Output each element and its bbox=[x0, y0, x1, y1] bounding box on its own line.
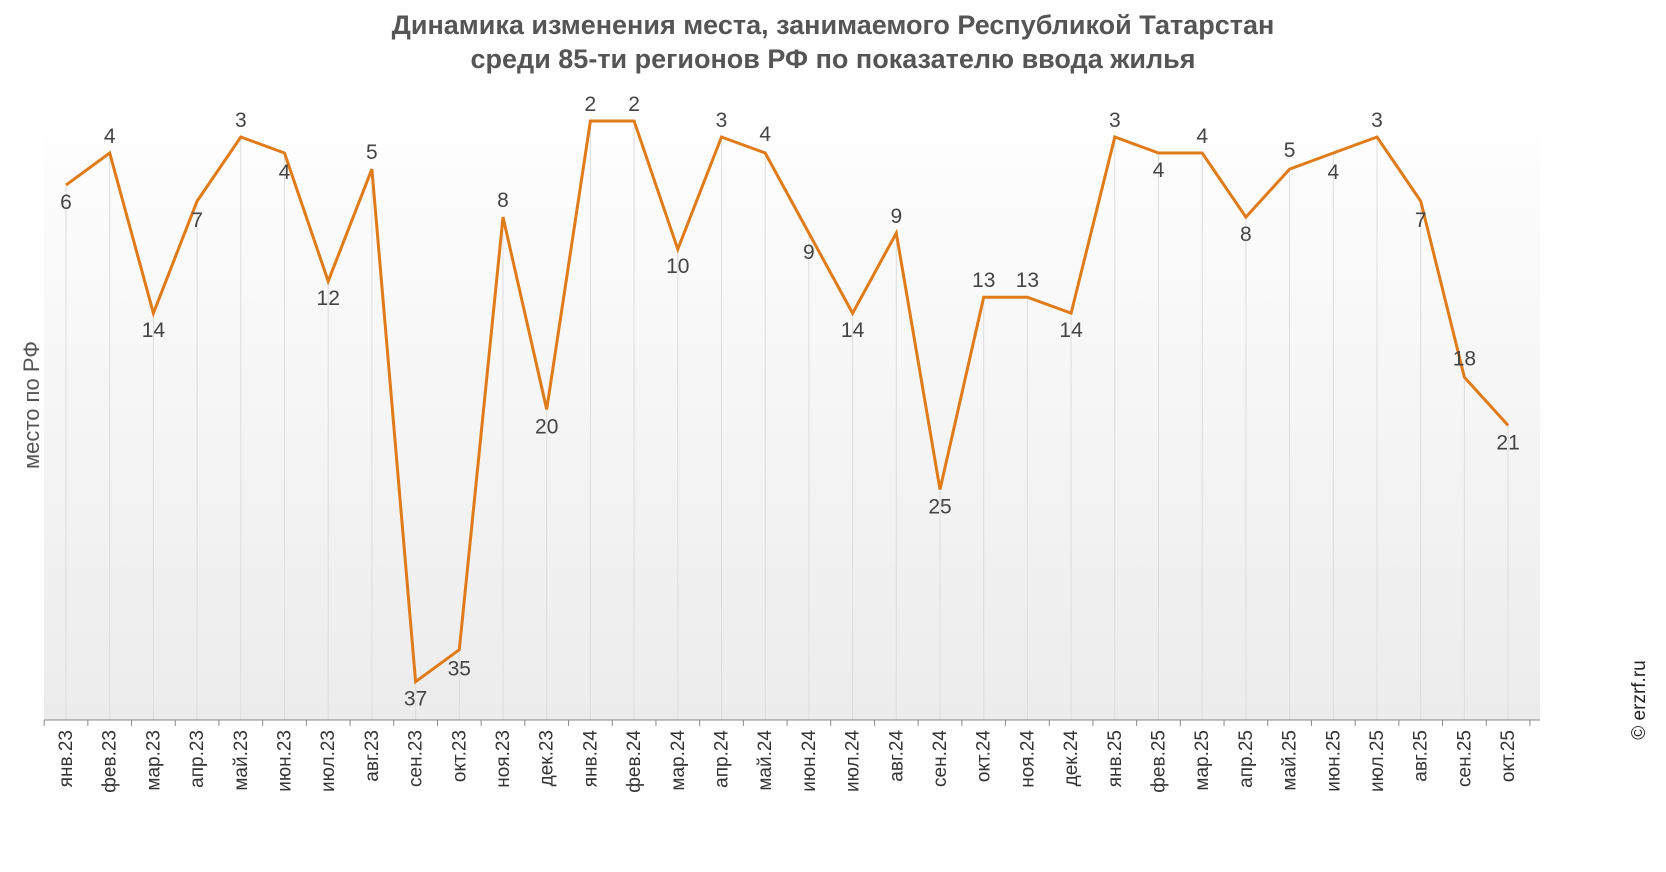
x-tick-label: окт.23 bbox=[449, 730, 470, 782]
x-tick-label: дек.24 bbox=[1061, 730, 1082, 787]
data-label: 6 bbox=[60, 191, 72, 214]
data-label: 25 bbox=[928, 495, 951, 518]
x-tick-label: сен.24 bbox=[930, 730, 951, 787]
x-tick-label: май.25 bbox=[1280, 730, 1301, 791]
data-label: 37 bbox=[404, 688, 427, 711]
data-label: 4 bbox=[759, 123, 771, 146]
data-label: 4 bbox=[1196, 125, 1208, 148]
data-label: 10 bbox=[666, 255, 689, 278]
data-label: 13 bbox=[972, 269, 995, 292]
x-tick-label: мар.24 bbox=[668, 730, 689, 791]
x-tick-label: мар.23 bbox=[143, 730, 164, 791]
data-label: 4 bbox=[1153, 159, 1165, 182]
x-tick-label: фев.24 bbox=[624, 730, 645, 793]
data-label: 2 bbox=[628, 93, 640, 116]
x-tick-label: апр.24 bbox=[712, 730, 733, 788]
series-line bbox=[65, 119, 1510, 685]
data-label: 4 bbox=[279, 161, 291, 184]
data-label: 8 bbox=[1240, 223, 1252, 246]
data-label: 4 bbox=[104, 125, 116, 148]
x-tick-label: ноя.24 bbox=[1017, 730, 1038, 788]
x-tick-label: авг.24 bbox=[886, 730, 907, 782]
x-tick-label: июн.24 bbox=[799, 730, 820, 792]
data-label: 14 bbox=[841, 319, 865, 342]
x-tick-label: июн.23 bbox=[275, 730, 296, 792]
x-tick-label: фев.23 bbox=[100, 730, 121, 793]
data-label: 12 bbox=[317, 287, 340, 310]
data-label: 18 bbox=[1453, 347, 1476, 370]
x-tick-label: сен.23 bbox=[406, 730, 427, 787]
data-label: 3 bbox=[716, 109, 728, 132]
x-tick-label: окт.25 bbox=[1498, 730, 1519, 782]
x-tick-label: июл.24 bbox=[843, 730, 864, 792]
data-label: 13 bbox=[1016, 269, 1039, 292]
data-label: 9 bbox=[803, 241, 815, 264]
series-line-layer bbox=[65, 119, 1510, 685]
x-tick-label: май.23 bbox=[231, 730, 252, 791]
data-label: 14 bbox=[1059, 319, 1083, 342]
x-tick-label: ноя.23 bbox=[493, 730, 514, 788]
x-axis bbox=[43, 719, 1540, 726]
data-label: 7 bbox=[191, 209, 203, 232]
data-label: 35 bbox=[448, 658, 471, 681]
x-tick-label: май.24 bbox=[755, 730, 776, 791]
x-tick-label: янв.24 bbox=[580, 730, 601, 788]
data-label: 3 bbox=[1371, 109, 1383, 132]
x-tick-label: апр.23 bbox=[187, 730, 208, 788]
x-tick-label: дек.23 bbox=[537, 730, 558, 786]
data-label: 5 bbox=[1284, 139, 1296, 162]
chart-title: Динамика изменения места, занимаемого Ре… bbox=[0, 8, 1666, 76]
data-label: 3 bbox=[235, 109, 247, 132]
chart-title-line-2: среди 85-ти регионов РФ по показателю вв… bbox=[470, 44, 1196, 74]
x-tick-label: янв.25 bbox=[1105, 730, 1126, 787]
x-tick-label: июл.23 bbox=[318, 730, 339, 792]
chart-title-line-1: Динамика изменения места, занимаемого Ре… bbox=[391, 10, 1275, 40]
x-tick-label: мар.25 bbox=[1192, 730, 1213, 791]
plot-area bbox=[44, 88, 1540, 720]
data-label: 8 bbox=[497, 189, 509, 212]
x-tick-label: авг.23 bbox=[362, 730, 383, 782]
x-tick-labels: янв.23 фев.23 мар.23 апр.23 май.23 июн.23 июл.… bbox=[56, 730, 1519, 793]
x-tick-label: апр.25 bbox=[1236, 730, 1257, 788]
data-label: 21 bbox=[1496, 431, 1519, 454]
data-label: 7 bbox=[1415, 209, 1427, 232]
x-tick-label: фев.25 bbox=[1149, 730, 1170, 793]
data-label: 2 bbox=[585, 93, 597, 116]
x-tick-label: сен.25 bbox=[1454, 730, 1475, 787]
data-label: 9 bbox=[890, 205, 902, 228]
grid-lines bbox=[65, 121, 1509, 720]
x-tick-label: янв.23 bbox=[56, 730, 77, 787]
x-tick-label: авг.25 bbox=[1411, 730, 1432, 782]
x-tick-label: окт.24 bbox=[974, 730, 995, 783]
data-label: 3 bbox=[1109, 109, 1121, 132]
data-label: 20 bbox=[535, 415, 558, 438]
data-label: 14 bbox=[142, 319, 166, 342]
data-label: 5 bbox=[366, 141, 378, 164]
x-tick-label: июн.25 bbox=[1323, 730, 1344, 792]
x-tick-label: июл.25 bbox=[1367, 730, 1388, 792]
data-label: 4 bbox=[1327, 161, 1339, 184]
